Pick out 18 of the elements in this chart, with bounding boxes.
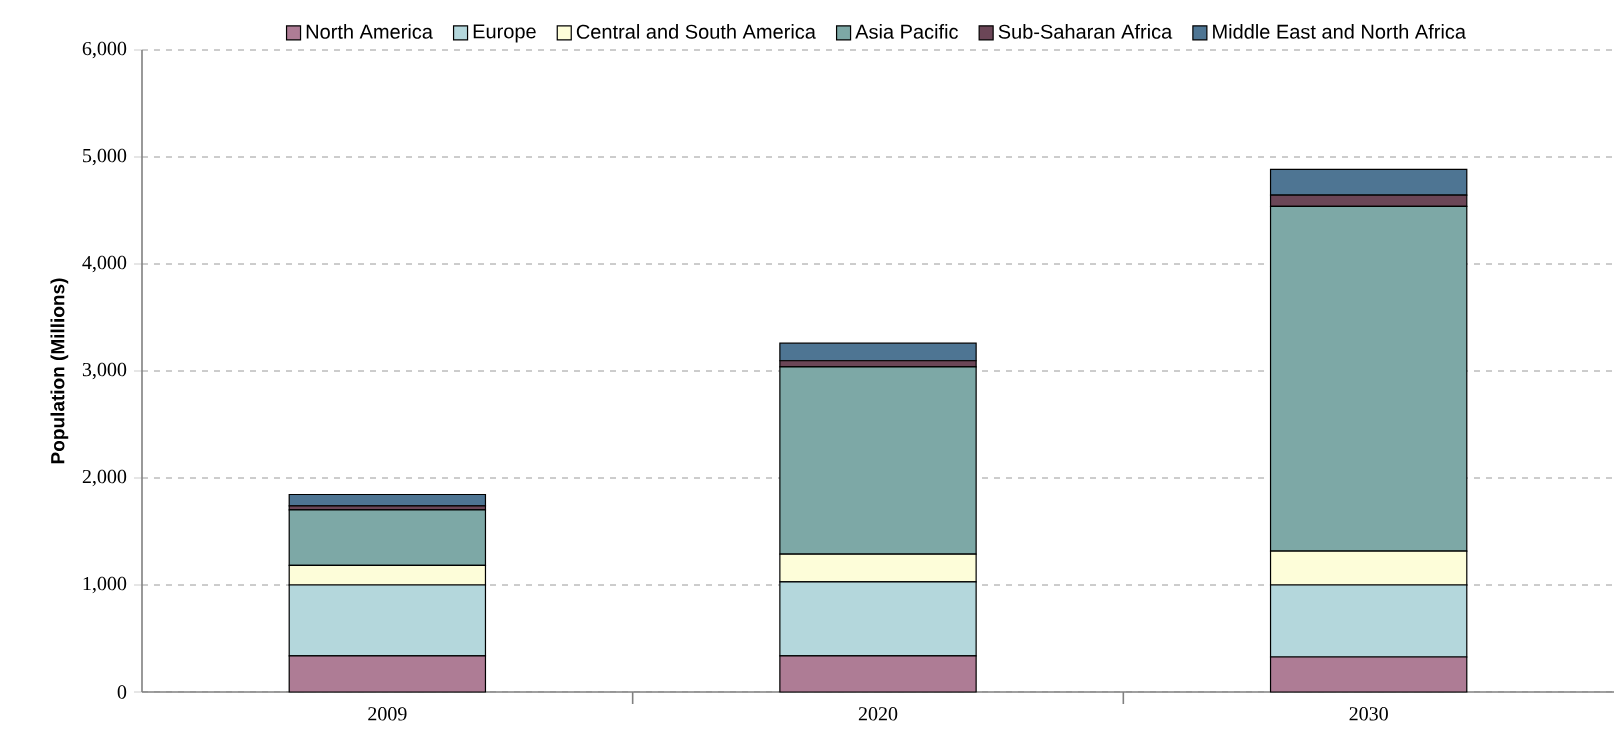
x-tick-label: 2009 — [368, 707, 407, 721]
y-tick-label: 4,000 — [82, 255, 127, 273]
bar — [779, 342, 977, 362]
y-tick-label: 0 — [117, 685, 127, 699]
legend-label: North America — [306, 24, 433, 39]
legend-label: Middle East and North Africa — [1213, 24, 1467, 39]
x-tick-label: 2030 — [1349, 707, 1388, 721]
legend-label: Asia Pacific — [855, 24, 958, 39]
legend-label: Europe — [473, 24, 536, 43]
y-tick-label: 1,000 — [83, 576, 127, 594]
y-tick-label: 3,000 — [82, 362, 127, 380]
y-tick-label: 2,000 — [82, 469, 127, 487]
legend-label: Central and South America — [576, 24, 816, 39]
y-axis-title: Population (Millions) — [50, 278, 69, 464]
y-tick-label: 6,000 — [82, 41, 127, 59]
legend-label: Sub-Saharan Africa — [998, 24, 1173, 39]
y-tick-label: 5,000 — [83, 148, 127, 166]
x-tick-label: 2020 — [858, 707, 898, 721]
